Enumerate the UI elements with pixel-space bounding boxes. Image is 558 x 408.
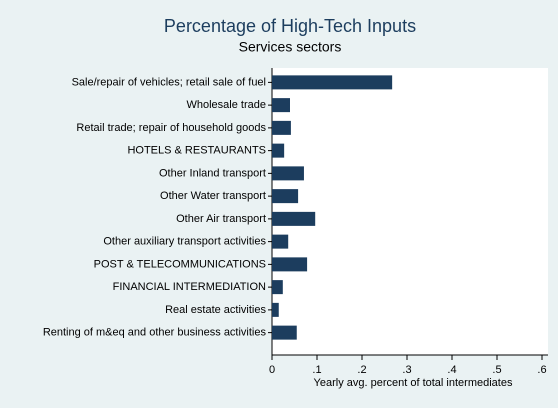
x-axis-label: Yearly avg. percent of total intermediat…: [314, 377, 513, 389]
x-tick-label: 0: [269, 364, 275, 376]
bar: [272, 143, 285, 158]
x-tick-label: .3: [402, 364, 411, 376]
bar: [272, 257, 308, 272]
plot-area: [272, 68, 548, 355]
bar: [272, 120, 291, 135]
bar: [272, 325, 297, 340]
x-tick-label: .5: [492, 364, 501, 376]
x-tick-label: .4: [447, 364, 456, 376]
y-tick-label: Other Air transport: [176, 213, 266, 225]
chart-subtitle: Services sectors: [239, 39, 342, 55]
bar: [272, 189, 299, 204]
y-tick-label: FINANCIAL INTERMEDIATION: [113, 281, 266, 293]
x-tick-label: .6: [537, 364, 546, 376]
bar: [272, 166, 304, 181]
y-tick-label: Real estate activities: [165, 304, 266, 316]
y-tick-label: Wholesale trade: [187, 99, 267, 111]
bar: [272, 98, 290, 113]
y-tick-label: POST & TELECOMMUNICATIONS: [94, 258, 266, 270]
chart-title: Percentage of High-Tech Inputs: [164, 16, 416, 36]
y-tick-label: Other Water transport: [160, 190, 266, 202]
bar: [272, 302, 279, 317]
y-tick-label: Retail trade; repair of household goods: [76, 122, 266, 134]
y-tick-label: Other Inland transport: [159, 167, 266, 179]
x-tick-label: .1: [312, 364, 321, 376]
bar: [272, 280, 283, 295]
y-tick-label: Renting of m&eq and other business activ…: [43, 327, 267, 339]
y-tick-label: HOTELS & RESTAURANTS: [127, 145, 266, 157]
y-tick-label: Other auxiliary transport activities: [103, 236, 266, 248]
bar: [272, 234, 289, 249]
bar: [272, 75, 393, 90]
x-tick-label: .2: [357, 364, 366, 376]
y-tick-label: Sale/repair of vehicles; retail sale of …: [72, 76, 266, 88]
bar: [272, 211, 316, 226]
